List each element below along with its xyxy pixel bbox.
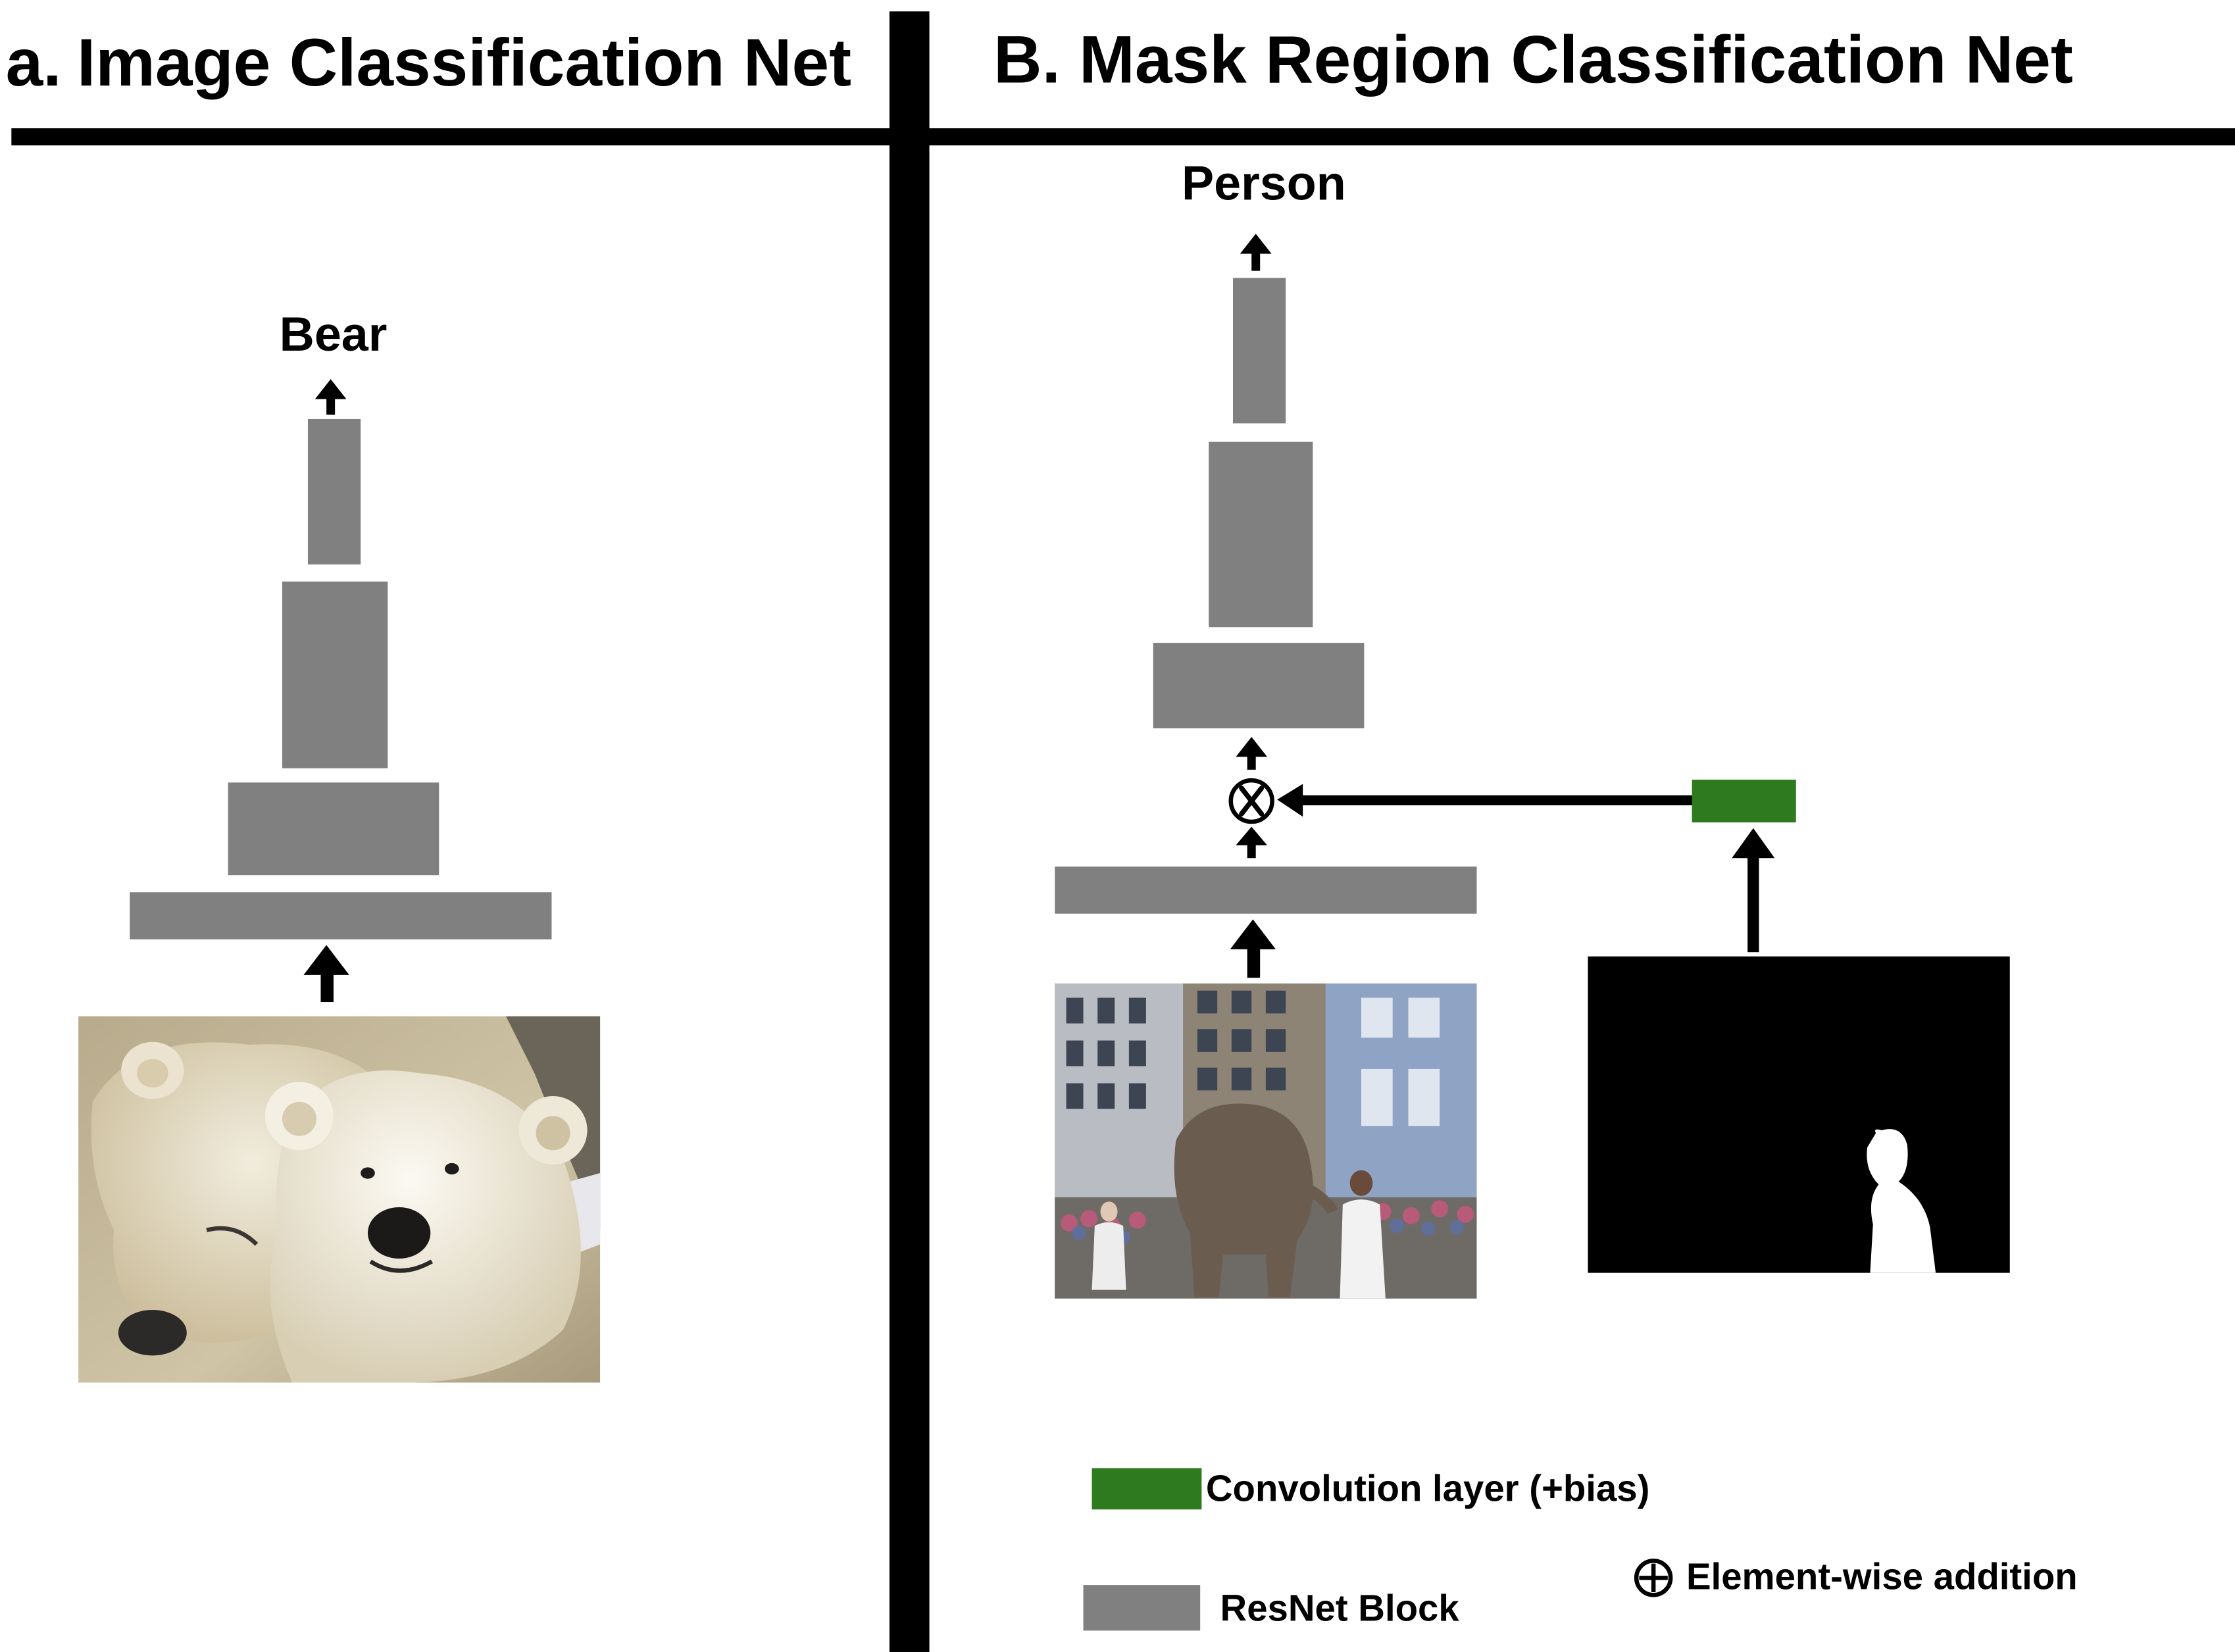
multiply-icon bbox=[1228, 778, 1274, 824]
legend-conv-label: Convolution layer (+bias) bbox=[1205, 1466, 1650, 1510]
resnet-block-b1 bbox=[1055, 866, 1477, 914]
panel-a-title: Image Classification Net bbox=[76, 24, 852, 100]
legend-resnet-label: ResNet Block bbox=[1220, 1586, 1459, 1630]
panel-b-output-label: Person bbox=[1182, 157, 1346, 211]
legend-conv-swatch bbox=[1092, 1468, 1202, 1510]
resnet-block-b2 bbox=[1153, 643, 1365, 729]
resnet-block-a3 bbox=[282, 581, 388, 768]
resnet-block-a4 bbox=[307, 418, 361, 564]
resnet-block-b3 bbox=[1209, 441, 1313, 628]
street-elephant-photo bbox=[1055, 983, 1477, 1299]
person-mask-silhouette bbox=[1588, 956, 2010, 1273]
resnet-block-a1 bbox=[130, 892, 552, 939]
panel-a-prefix: a. bbox=[5, 24, 62, 100]
resnet-block-a2 bbox=[228, 782, 439, 876]
header-divider bbox=[11, 128, 2235, 145]
polar-bears-photo bbox=[78, 1016, 601, 1383]
panel-b-title: Mask Region Classification Net bbox=[1079, 21, 2073, 97]
panel-divider bbox=[889, 11, 930, 1652]
legend-addition-label: Element-wise addition bbox=[1686, 1555, 2078, 1598]
panel-a-output-label: Bear bbox=[279, 307, 388, 363]
legend-resnet-swatch bbox=[1083, 1585, 1201, 1631]
panel-b-prefix: B. bbox=[993, 21, 1061, 97]
conv-layer-block bbox=[1692, 780, 1796, 823]
resnet-block-b4 bbox=[1233, 278, 1286, 424]
circled-plus-icon bbox=[1634, 1559, 1673, 1597]
